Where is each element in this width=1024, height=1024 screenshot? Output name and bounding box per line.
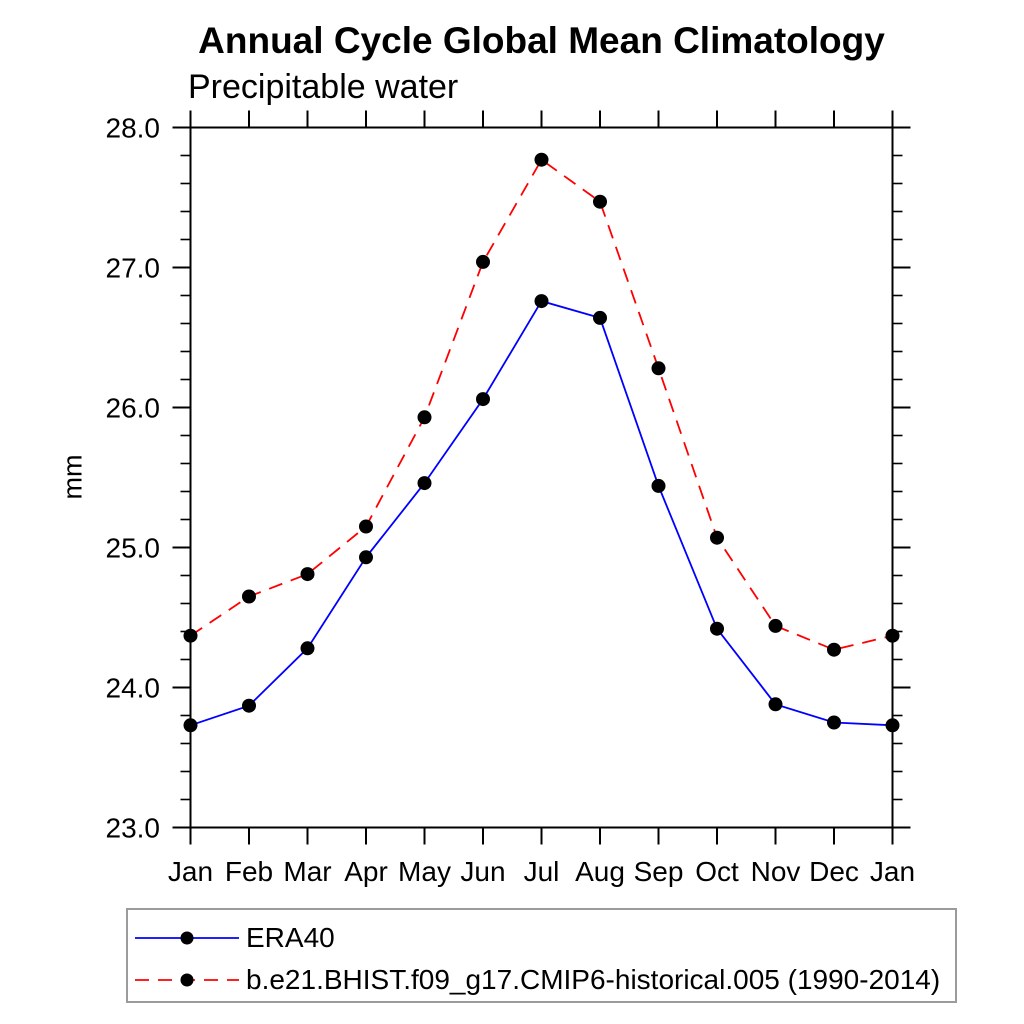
data-point <box>476 392 490 407</box>
data-point <box>359 550 373 565</box>
x-tick-label: Jul <box>524 856 560 887</box>
data-point <box>710 621 724 636</box>
x-tick-label: Jun <box>460 856 505 887</box>
x-tick-label: Jan <box>870 856 915 887</box>
series-line-1 <box>189 158 893 651</box>
data-point <box>768 618 783 633</box>
data-point <box>300 641 315 656</box>
x-tick-label: Sep <box>634 856 684 887</box>
legend: ERA40 b.e21.BHIST.f09_g17.CMIP6-historic… <box>126 908 957 1003</box>
data-point <box>242 698 256 713</box>
y-tick-label: 25.0 <box>106 533 161 564</box>
x-tick-label: Dec <box>809 856 859 887</box>
data-point <box>593 194 607 209</box>
data-point <box>300 567 315 582</box>
x-axis-tick-labels: Jan Feb Mar Apr May Jun Jul Aug Sep Oct Nov Dec Jan <box>168 856 915 887</box>
chart-title: Annual Cycle Global Mean Climatology <box>198 20 885 61</box>
data-point <box>593 310 607 325</box>
data-point <box>534 294 549 309</box>
data-point <box>417 410 432 425</box>
series-markers-0 <box>183 294 900 733</box>
x-tick-label: May <box>398 856 451 887</box>
y-tick-label: 27.0 <box>106 253 161 284</box>
y-tick-label: 26.0 <box>106 393 161 424</box>
data-point <box>885 628 900 643</box>
y-tick-label: 28.0 <box>106 113 161 144</box>
legend-label: b.e21.BHIST.f09_g17.CMIP6-historical.005… <box>246 964 941 995</box>
y-tick-label: 23.0 <box>106 813 161 844</box>
x-tick-label: Nov <box>751 856 801 887</box>
data-point <box>651 361 666 376</box>
series-line-0 <box>190 300 893 727</box>
y-axis-minor-ticks <box>180 154 903 801</box>
legend-entry-model: b.e21.BHIST.f09_g17.CMIP6-historical.005… <box>133 964 940 996</box>
data-point <box>827 715 841 730</box>
data-point <box>710 530 724 545</box>
data-point <box>183 718 198 733</box>
data-point <box>827 642 841 657</box>
legend-line-sample-solid <box>135 931 239 945</box>
data-point <box>476 254 490 269</box>
x-tick-label: Feb <box>225 856 273 887</box>
legend-entry-era40: ERA40 <box>133 922 335 954</box>
data-point <box>242 589 256 604</box>
x-tick-label: Jan <box>168 856 213 887</box>
legend-marker <box>180 973 194 987</box>
legend-marker <box>180 931 194 945</box>
y-axis-ticks <box>172 126 911 829</box>
data-point <box>183 628 198 643</box>
data-point <box>534 152 549 167</box>
data-point <box>885 718 900 733</box>
x-axis-ticks <box>189 110 894 845</box>
data-point <box>359 519 373 534</box>
data-point <box>417 476 432 491</box>
data-point <box>768 697 783 712</box>
x-tick-label: Mar <box>283 856 331 887</box>
x-tick-label: Apr <box>344 856 388 887</box>
legend-line-sample-dashed <box>135 973 239 987</box>
plot-box <box>189 126 894 829</box>
series-markers-1 <box>183 152 900 657</box>
x-tick-label: Aug <box>575 856 625 887</box>
x-tick-label: Oct <box>695 856 739 887</box>
data-point <box>651 478 666 493</box>
y-axis-tick-labels: 23.0 24.0 25.0 26.0 27.0 28.0 <box>106 113 161 844</box>
chart-subtitle: Precipitable water <box>188 68 459 106</box>
legend-label: ERA40 <box>246 922 335 953</box>
y-tick-label: 24.0 <box>106 673 161 704</box>
